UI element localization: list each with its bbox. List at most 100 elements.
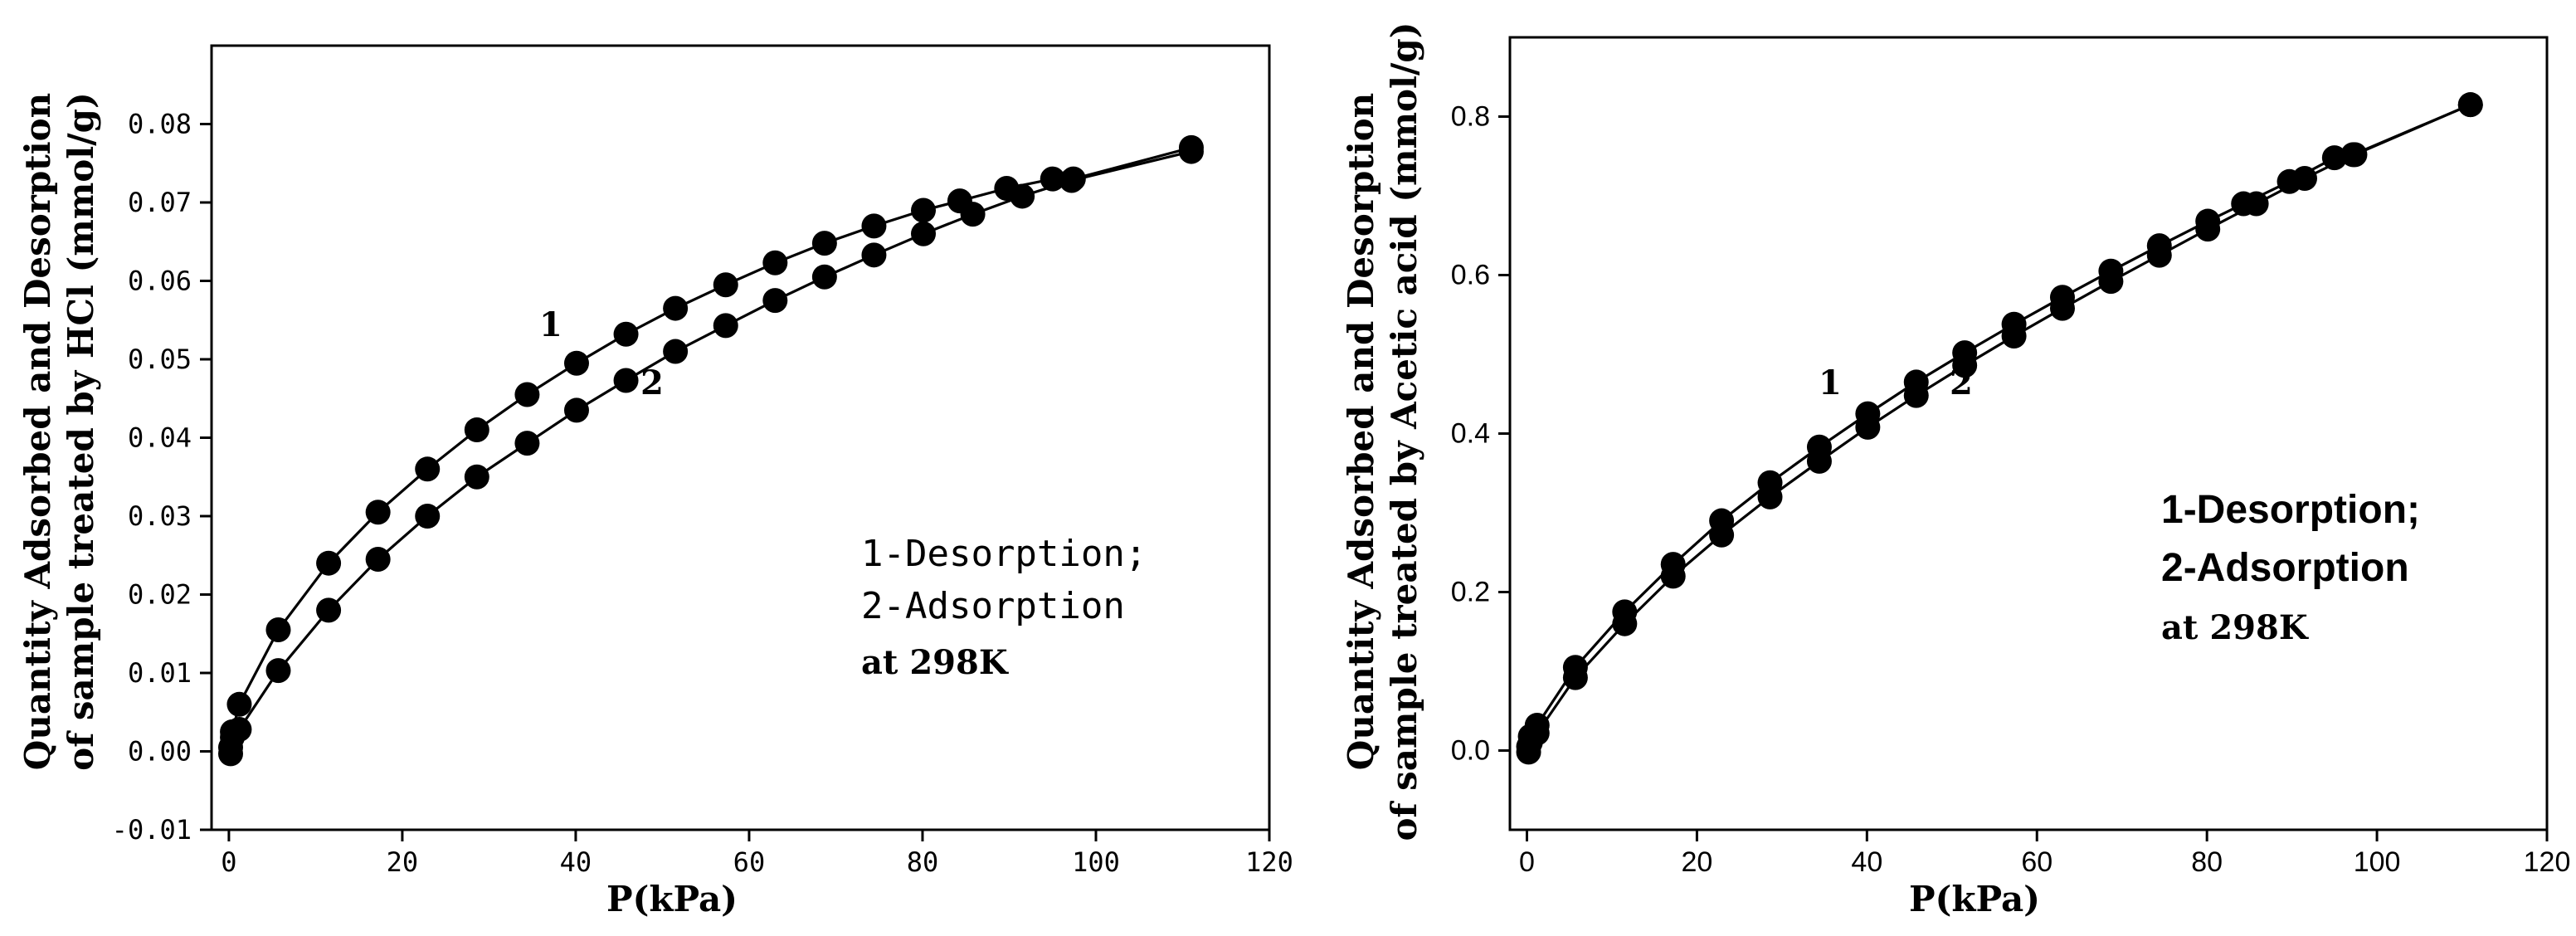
hcl-adsorption-line	[231, 152, 1191, 754]
acetic-x-tick-label: 0	[1519, 846, 1535, 878]
hcl-desorption-point	[861, 213, 886, 238]
hcl-desorption-point	[663, 296, 688, 321]
acetic-x-tick-label: 60	[2021, 846, 2053, 878]
acetic-annotation-desorption: 1-Desorption;	[2161, 488, 2420, 532]
hcl-adsorption-point	[1010, 183, 1035, 208]
acetic-y-tick-label: 0.8	[1451, 101, 1490, 133]
acetic-y-tick-label: 0.0	[1451, 735, 1490, 767]
acetic-adsorption-point	[1661, 563, 1686, 588]
acetic-x-tick-label: 80	[2191, 846, 2223, 878]
acetic-adsorption-point	[1758, 485, 1783, 509]
acetic-adsorption-point	[2458, 92, 2483, 117]
acetic-adsorption-point	[1709, 523, 1734, 548]
hcl-desorption-line	[231, 148, 1191, 748]
acetic-x-tick-label: 120	[2524, 846, 2571, 878]
hcl-annotation-adsorption: 2-Adsorption	[861, 585, 1125, 627]
acetic-y-tick-label: 0.6	[1451, 260, 1490, 291]
acetic-curve-label-1: 1	[1819, 363, 1842, 402]
hcl-desorption-point	[465, 417, 489, 442]
acetic-adsorption-point	[2002, 324, 2027, 349]
hcl-adsorption-point	[265, 658, 290, 683]
acetic-y-ticks: 0.0 0.2 0.4 0.6 0.8	[1451, 101, 1510, 767]
hcl-desorption-point	[713, 272, 738, 297]
acetic-plot-frame	[1510, 37, 2547, 830]
hcl-x-tick-label: 40	[560, 846, 592, 878]
hcl-adsorption-point	[415, 504, 440, 529]
hcl-desorption-point	[614, 322, 639, 347]
hcl-annotation-temperature: at 298K	[861, 643, 1009, 682]
hcl-desorption-point	[812, 231, 837, 256]
hcl-adsorption-point	[366, 547, 391, 572]
acetic-series	[1517, 92, 2483, 764]
hcl-x-axis-title: P(kPa)	[606, 879, 738, 919]
hcl-y-tick-label: 0.05	[128, 344, 192, 375]
hcl-x-tick-label: 20	[387, 846, 419, 878]
figure: -0.010.000.010.020.030.040.050.060.070.0…	[0, 0, 2576, 936]
hcl-adsorption-point	[465, 465, 489, 490]
hcl-y-tick-label: 0.04	[128, 422, 192, 454]
hcl-desorption-point	[316, 551, 341, 576]
hcl-adsorption-point	[226, 717, 251, 742]
acetic-curve-label-2: 2	[1950, 363, 1973, 402]
hcl-desorption-point	[564, 351, 589, 376]
hcl-y-tick-label: 0.03	[128, 500, 192, 532]
hcl-x-tick-label: 0	[221, 846, 236, 878]
acetic-y-axis-title-line2: of sample treated by Acetic acid (mmol/g…	[1384, 22, 1424, 841]
acetic-adsorption-point	[2195, 217, 2220, 241]
hcl-desorption-point	[415, 456, 440, 481]
acetic-adsorption-line	[1529, 105, 2471, 752]
hcl-y-tick-label: -0.01	[112, 814, 192, 846]
acetic-y-axis-title-line1: Quantity Adsorbed and Desorption	[1341, 93, 1381, 770]
hcl-adsorption-point	[861, 242, 886, 267]
acetic-adsorption-point	[2098, 269, 2123, 294]
hcl-x-tick-label: 100	[1072, 846, 1120, 878]
acetic-adsorption-point	[1612, 612, 1637, 636]
acetic-adsorption-point	[2292, 166, 2317, 191]
hcl-adsorption-point	[564, 397, 589, 422]
hcl-x-tick-label: 120	[1245, 846, 1293, 878]
acetic-y-tick-label: 0.4	[1451, 418, 1490, 450]
acetic-chart: 0.0 0.2 0.4 0.6 0.8 0 20 40 60 80 100 120 Quantity…	[1341, 22, 2570, 919]
hcl-desorption-point	[366, 500, 391, 524]
hcl-axes-frame	[212, 46, 1269, 830]
acetic-adsorption-point	[2050, 296, 2075, 321]
hcl-curve-label-2: 2	[640, 363, 664, 402]
hcl-y-axis-title-line1: Quantity Adsorbed and Desorption	[17, 93, 58, 770]
hcl-adsorption-point	[514, 431, 539, 456]
hcl-desorption-point	[265, 617, 290, 642]
hcl-y-tick-label: 0.02	[128, 579, 192, 611]
hcl-y-tick-label: 0.06	[128, 266, 192, 297]
acetic-adsorption-point	[1563, 665, 1588, 690]
hcl-x-tick-label: 60	[733, 846, 766, 878]
hcl-desorption-point	[911, 197, 936, 222]
hcl-series	[218, 135, 1204, 766]
acetic-adsorption-point	[2340, 142, 2365, 167]
acetic-adsorption-point	[1525, 720, 1550, 745]
hcl-y-tick-label: 0.08	[128, 109, 192, 140]
acetic-annotation-adsorption: 2-Adsorption	[2161, 546, 2409, 590]
acetic-adsorption-point	[2147, 243, 2172, 268]
hcl-adsorption-point	[663, 339, 688, 364]
acetic-y-tick-label: 0.2	[1451, 577, 1490, 608]
acetic-x-tick-label: 40	[1851, 846, 1882, 878]
hcl-adsorption-point	[911, 222, 936, 246]
hcl-adsorption-point	[614, 368, 639, 393]
acetic-adsorption-point	[2244, 192, 2269, 217]
hcl-desorption-point	[514, 383, 539, 407]
acetic-annotation-temperature: at 298K	[2161, 608, 2309, 647]
hcl-chart: -0.01 0.00 0.01 0.02 0.03 0.04 0.05 0.06 0.07 0.0…	[17, 46, 1293, 919]
acetic-x-tick-label: 100	[2354, 846, 2401, 878]
hcl-x-ticks: 0 20 40 60 80 100 120	[221, 830, 1293, 878]
hcl-curve-label-1: 1	[539, 305, 562, 344]
hcl-adsorption-point	[812, 265, 837, 290]
hcl-adsorption-point	[1059, 168, 1084, 193]
acetic-x-ticks: 0 20 40 60 80 100 120	[1519, 830, 2570, 878]
acetic-x-tick-label: 20	[1681, 846, 1712, 878]
hcl-y-tick-label: 0.07	[128, 187, 192, 218]
acetic-adsorption-point	[1904, 383, 1929, 408]
hcl-adsorption-point	[1179, 139, 1204, 164]
acetic-adsorption-point	[1855, 415, 1880, 440]
hcl-adsorption-point	[961, 202, 986, 227]
hcl-y-axis-title-line2: of sample treated by HCl (mmol/g)	[61, 92, 101, 771]
hcl-desorption-point	[762, 251, 787, 275]
